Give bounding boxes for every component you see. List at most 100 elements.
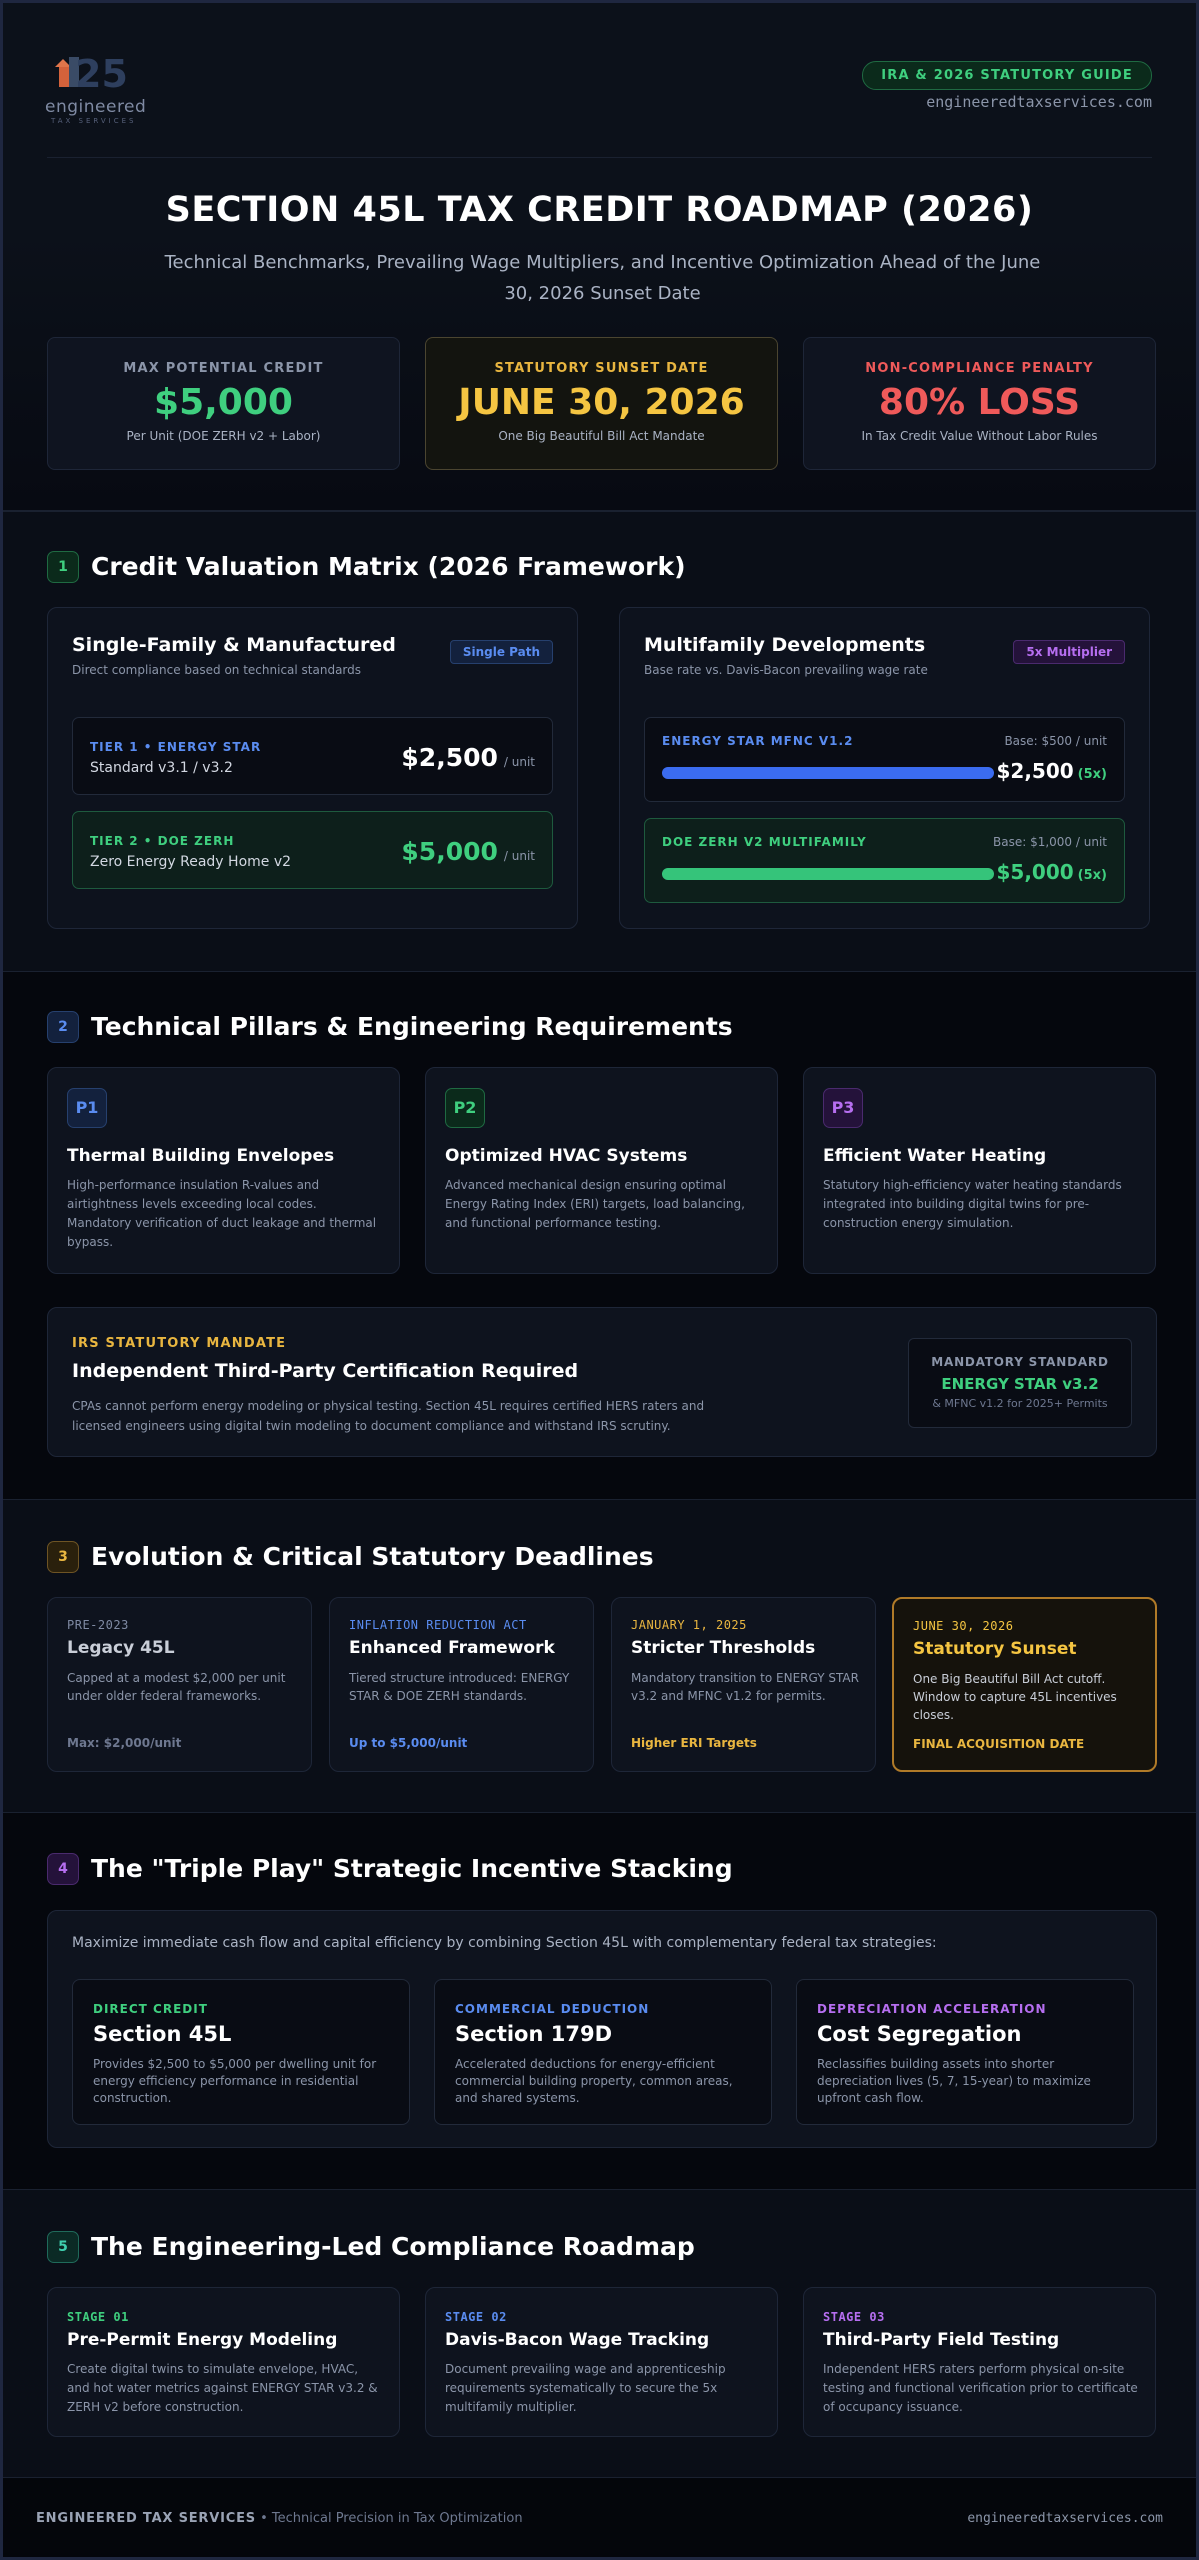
page-subtitle: Technical Benchmarks, Prevailing Wage Mu… xyxy=(164,252,1041,304)
tier-label: TIER 1 • ENERGY STAR xyxy=(90,740,262,754)
stack-card-45l: DIRECT CREDIT Section 45L Provides $2,50… xyxy=(72,1979,410,2125)
mf-value: $5,000 (5x) xyxy=(996,860,1107,884)
mf-label: DOE ZERH V2 MULTIFAMILY xyxy=(662,835,867,849)
stage-text: Document prevailing wage and apprentices… xyxy=(445,2362,726,2414)
tier-name: Standard v3.1 / v3.2 xyxy=(90,760,233,776)
timeline-title: Stricter Thresholds xyxy=(631,1638,816,1658)
stage-label: STAGE 03 xyxy=(823,2310,885,2324)
pillar-card-hvac: P2 Optimized HVAC Systems Advanced mecha… xyxy=(425,1067,778,1274)
stack-card-cost-seg: DEPRECIATION ACCELERATION Cost Segregati… xyxy=(796,1979,1134,2125)
pillar-text: Statutory high-efficiency water heating … xyxy=(823,1178,1122,1230)
logo-mark-icon: 25 xyxy=(55,52,128,96)
section-title: Evolution & Critical Statutory Deadlines xyxy=(91,1542,654,1571)
panel-title: Multifamily Developments xyxy=(644,634,926,656)
stat-note: In Tax Credit Value Without Labor Rules xyxy=(861,429,1098,443)
logo-word: engineered xyxy=(45,97,147,117)
stat-value: 80% LOSS xyxy=(878,382,1081,423)
pillar-badge: P3 xyxy=(823,1088,863,1128)
pillar-title: Thermal Building Envelopes xyxy=(67,1146,335,1166)
timeline-card-2025: JANUARY 1, 2025 Stricter Thresholds Mand… xyxy=(611,1597,876,1772)
mf-label: ENERGY STAR MFNC V1.2 xyxy=(662,734,854,748)
page-title: SECTION 45L TAX CREDIT ROADMAP (2026) xyxy=(165,190,1034,230)
mf-progress-track xyxy=(662,767,994,779)
timeline-card-ira: INFLATION REDUCTION ACT Enhanced Framewo… xyxy=(329,1597,594,1772)
single-path-badge: Single Path xyxy=(449,640,553,664)
section-number-badge: 1 xyxy=(47,551,79,583)
stat-label: NON-COMPLIANCE PENALTY xyxy=(865,361,1094,376)
stack-text: Reclassifies building assets into shorte… xyxy=(817,2057,1091,2105)
panel-subtitle: Direct compliance based on technical sta… xyxy=(72,663,362,677)
company-logo[interactable]: 25 engineered TAX SERVICES xyxy=(45,47,147,127)
pillar-badge: P1 xyxy=(67,1088,107,1128)
section-number-badge: 2 xyxy=(47,1011,79,1043)
timeline-title: Legacy 45L xyxy=(67,1638,175,1658)
stat-card-max-credit: MAX POTENTIAL CREDIT $5,000 Per Unit (DO… xyxy=(47,337,400,470)
incentive-stacking-panel: Maximize immediate cash flow and capital… xyxy=(47,1910,1157,2148)
irs-mandate-card: IRS STATUTORY MANDATE Independent Third-… xyxy=(47,1307,1157,1457)
footer-tagline: Technical Precision in Tax Optimization xyxy=(271,2511,523,2526)
multiplier-badge: 5x Multiplier xyxy=(1013,640,1125,664)
tier-card-energy-star: TIER 1 • ENERGY STAR Standard v3.1 / v3.… xyxy=(72,717,553,795)
pillar-text: Advanced mechanical design ensuring opti… xyxy=(445,1178,745,1230)
timeline-footnote: Max: $2,000/unit xyxy=(67,1736,182,1750)
mf-progress-fill xyxy=(662,868,994,880)
mf-card-doe-zerh: DOE ZERH V2 MULTIFAMILY Base: $1,000 / u… xyxy=(644,818,1125,903)
timeline-text: Mandatory transition to ENERGY STAR v3.2… xyxy=(631,1671,859,1703)
section-title: The "Triple Play" Strategic Incentive St… xyxy=(91,1854,733,1883)
timeline-title: Statutory Sunset xyxy=(913,1639,1077,1659)
timeline-text: Capped at a modest $2,000 per unit under… xyxy=(67,1671,286,1703)
divider xyxy=(47,157,1152,158)
section-title: Technical Pillars & Engineering Requirem… xyxy=(91,1012,733,1041)
stack-text: Accelerated deductions for energy-effici… xyxy=(455,2057,733,2105)
mf-card-energy-star: ENERGY STAR MFNC V1.2 Base: $500 / unit … xyxy=(644,717,1125,802)
footer-separator: • xyxy=(260,2511,268,2526)
stat-note: One Big Beautiful Bill Act Mandate xyxy=(498,429,705,443)
mandatory-standard-box: MANDATORY STANDARD ENERGY STAR v3.2 & MF… xyxy=(908,1338,1132,1428)
pillar-text: High-performance insulation R-values and… xyxy=(67,1178,377,1249)
stat-note: Per Unit (DOE ZERH v2 + Labor) xyxy=(126,429,321,443)
stat-value: JUNE 30, 2026 xyxy=(458,382,745,423)
timeline-card-legacy: PRE-2023 Legacy 45L Capped at a modest $… xyxy=(47,1597,312,1772)
guide-badge: IRA & 2026 STATUTORY GUIDE xyxy=(862,61,1152,90)
stage-card-02: STAGE 02 Davis-Bacon Wage Tracking Docum… xyxy=(425,2287,778,2437)
standard-note: & MFNC v1.2 for 2025+ Permits xyxy=(932,1397,1108,1410)
stacking-intro: Maximize immediate cash flow and capital… xyxy=(72,1935,937,1951)
multifamily-panel: Multifamily Developments Base rate vs. D… xyxy=(619,607,1150,929)
timeline-footnote: FINAL ACQUISITION DATE xyxy=(913,1737,1085,1751)
single-family-panel: Single-Family & Manufactured Direct comp… xyxy=(47,607,578,929)
timeline-date: INFLATION REDUCTION ACT xyxy=(349,1618,527,1632)
stack-label: DEPRECIATION ACCELERATION xyxy=(817,2002,1047,2016)
pillar-badge: P2 xyxy=(445,1088,485,1128)
mf-base-rate: Base: $500 / unit xyxy=(1004,734,1107,748)
tier-card-doe-zerh: TIER 2 • DOE ZERH Zero Energy Ready Home… xyxy=(72,811,553,889)
mf-progress-fill xyxy=(662,767,994,779)
section-title: Credit Valuation Matrix (2026 Framework) xyxy=(91,552,686,581)
section-number-badge: 5 xyxy=(47,2231,79,2263)
timeline-date: JANUARY 1, 2025 xyxy=(631,1618,747,1632)
timeline-footnote: Higher ERI Targets xyxy=(631,1736,757,1750)
timeline-title: Enhanced Framework xyxy=(349,1638,555,1658)
panel-subtitle: Base rate vs. Davis-Bacon prevailing wag… xyxy=(644,663,928,677)
timeline-date: PRE-2023 xyxy=(67,1618,129,1632)
timeline-footnote: Up to $5,000/unit xyxy=(349,1736,468,1750)
pillar-title: Optimized HVAC Systems xyxy=(445,1146,688,1166)
svg-text:25: 25 xyxy=(75,52,128,96)
stack-title: Section 45L xyxy=(93,2022,232,2046)
tier-value: $5,000/ unit xyxy=(401,837,535,866)
stage-label: STAGE 01 xyxy=(67,2310,129,2324)
timeline-text: Tiered structure introduced: ENERGY STAR… xyxy=(349,1671,570,1703)
tier-value: $2,500/ unit xyxy=(401,743,535,772)
footer-brand: ENGINEERED TAX SERVICES xyxy=(36,2511,256,2526)
stat-card-penalty: NON-COMPLIANCE PENALTY 80% LOSS In Tax C… xyxy=(803,337,1156,470)
footer: ENGINEERED TAX SERVICES • Technical Prec… xyxy=(3,2477,1196,2557)
stat-value: $5,000 xyxy=(154,382,293,423)
mandate-label: IRS STATUTORY MANDATE xyxy=(72,1336,287,1351)
footer-site-link[interactable]: engineeredtaxservices.com xyxy=(967,2511,1163,2526)
mf-value: $2,500 (5x) xyxy=(996,759,1107,783)
section-number-badge: 4 xyxy=(47,1853,79,1885)
logo-subtext: TAX SERVICES xyxy=(51,117,137,125)
site-link[interactable]: engineeredtaxservices.com xyxy=(926,93,1152,111)
stat-label: MAX POTENTIAL CREDIT xyxy=(123,361,324,376)
mandate-text: CPAs cannot perform energy modeling or p… xyxy=(72,1399,705,1433)
standard-value: ENERGY STAR v3.2 xyxy=(941,1375,1099,1393)
